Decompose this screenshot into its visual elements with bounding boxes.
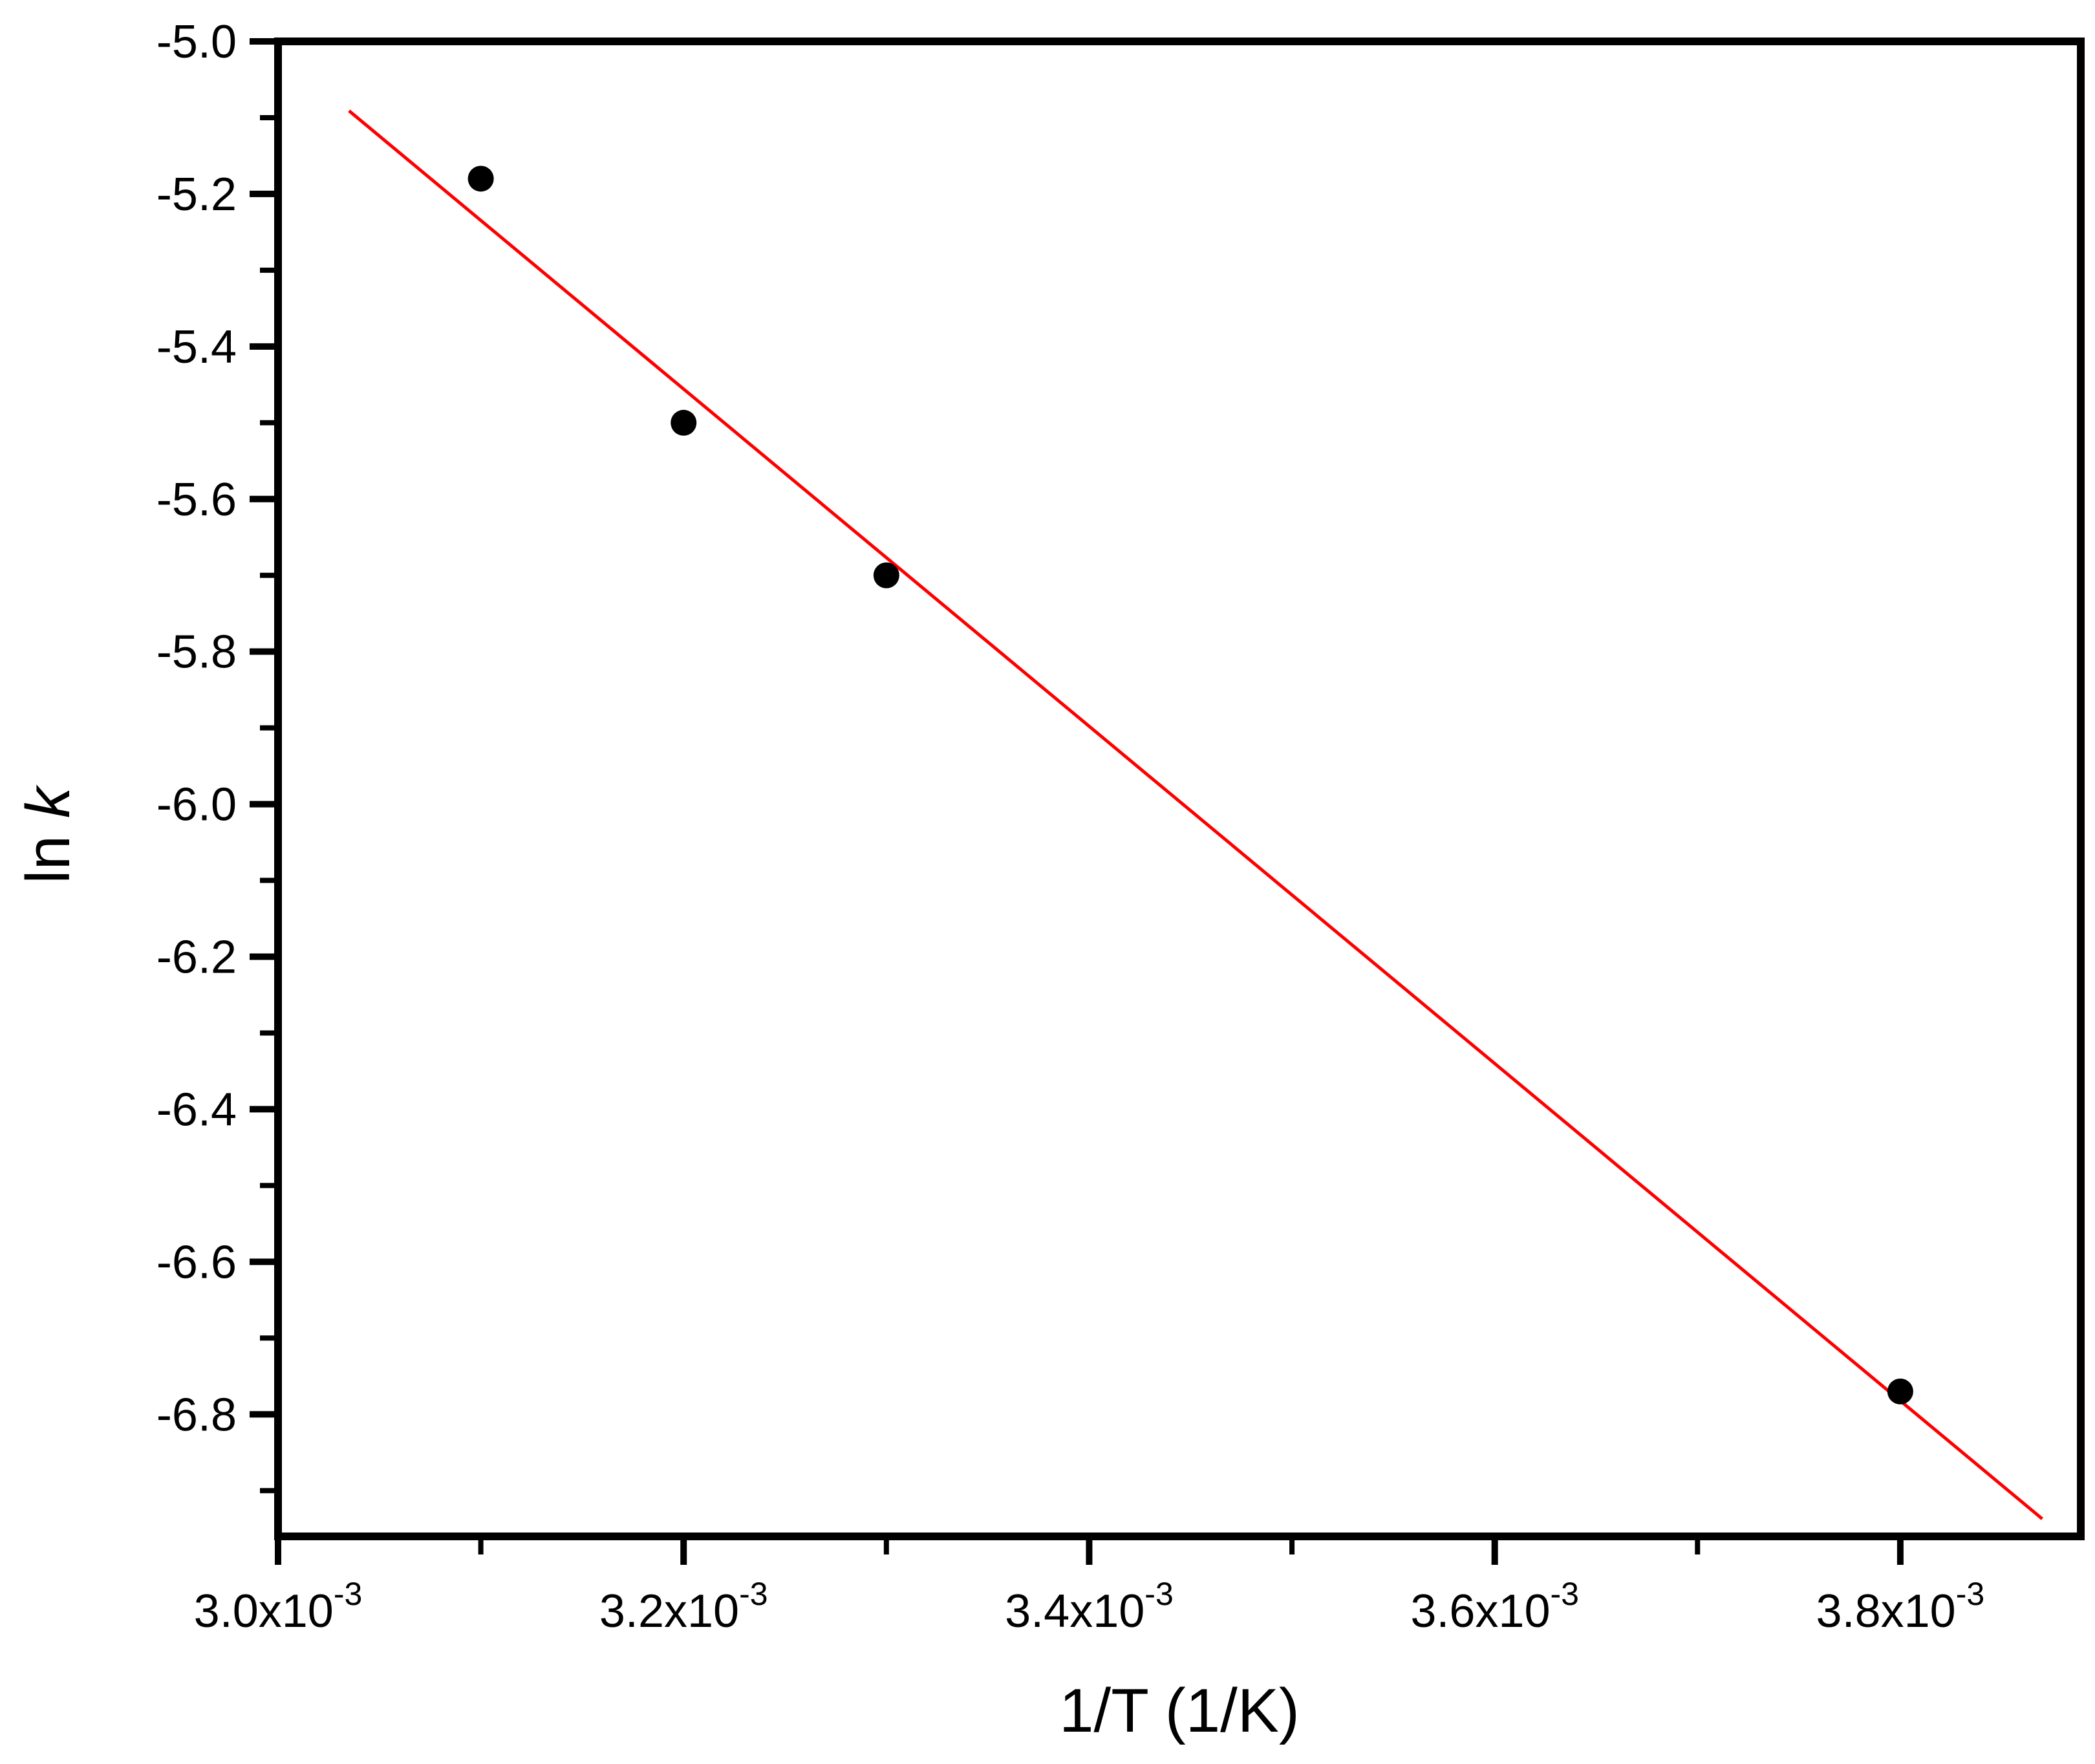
- plot-frame: [274, 38, 2085, 1540]
- data-point: [873, 562, 899, 588]
- y-tick-label: -5.4: [156, 321, 237, 373]
- x-tick-label: 3.2x10-3: [599, 1576, 768, 1637]
- y-axis-label: ln k: [14, 787, 83, 884]
- y-axis-label-ln: ln: [14, 818, 83, 884]
- y-tick-label: -6.0: [156, 779, 237, 831]
- y-axis-label-k: k: [14, 787, 83, 819]
- data-point: [671, 409, 697, 436]
- x-tick-label: 3.6x10-3: [1410, 1576, 1579, 1637]
- y-tick-label: -6.8: [156, 1389, 237, 1441]
- x-tick-label: 3.0x10-3: [194, 1576, 363, 1637]
- y-tick-label: -5.8: [156, 627, 237, 678]
- x-tick-label: 3.8x10-3: [1816, 1576, 1985, 1637]
- fit-line: [348, 109, 2044, 1520]
- data-point: [467, 166, 494, 192]
- y-tick-label: -6.2: [156, 932, 237, 984]
- y-tick-label: -5.6: [156, 474, 237, 526]
- y-tick-label: -6.6: [156, 1236, 237, 1288]
- y-tick-label: -5.2: [156, 169, 237, 220]
- y-tick-label: -5.0: [156, 16, 237, 68]
- x-axis-label: 1/T (1/K): [1059, 1676, 1300, 1745]
- data-point: [1887, 1378, 1913, 1404]
- y-tick-label: -6.4: [156, 1084, 237, 1135]
- x-tick-label: 3.4x10-3: [1005, 1576, 1174, 1637]
